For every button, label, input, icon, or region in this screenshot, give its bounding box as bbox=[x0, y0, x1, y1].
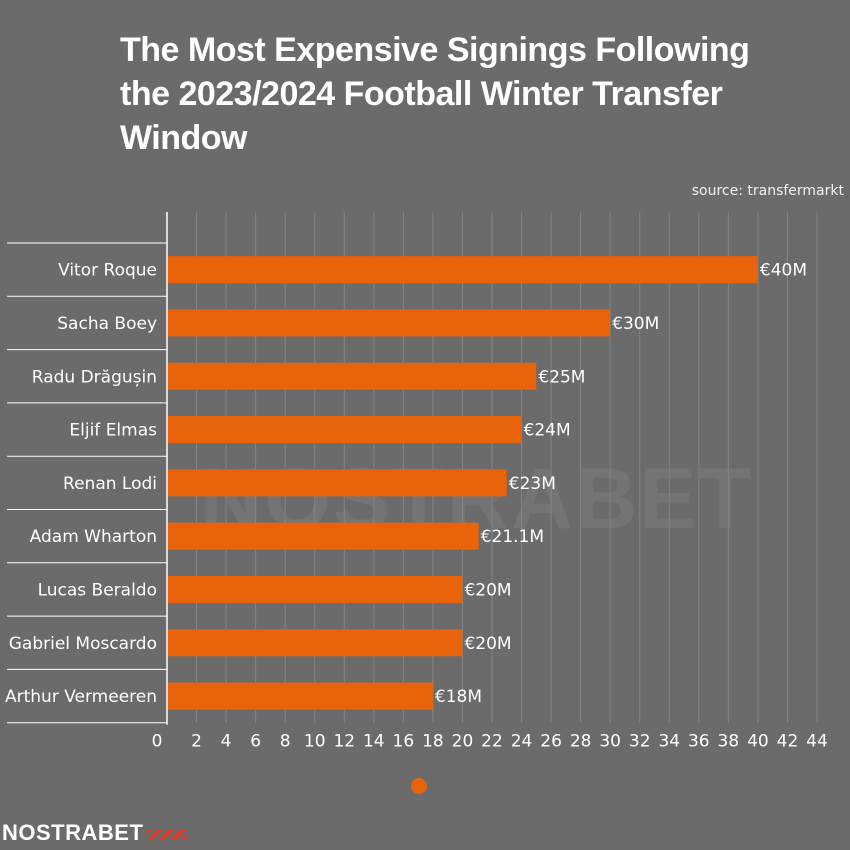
category-label: Gabriel Moscardo bbox=[9, 634, 157, 654]
bar-4 bbox=[168, 469, 507, 497]
x-tick-label: 10 bbox=[304, 732, 326, 752]
x-tick-label: 32 bbox=[629, 732, 651, 752]
x-tick-label: 2 bbox=[191, 732, 202, 752]
x-tick-label: 6 bbox=[250, 732, 261, 752]
data-label: €20M bbox=[464, 634, 511, 654]
x-tick-label: 24 bbox=[511, 732, 533, 752]
stripes-icon bbox=[147, 829, 188, 840]
data-label: €21.1M bbox=[481, 527, 544, 547]
x-tick-label: 44 bbox=[806, 732, 828, 752]
category-label: Eljif Elmas bbox=[69, 421, 157, 441]
data-label: €24M bbox=[524, 421, 571, 441]
bar-3 bbox=[168, 416, 522, 444]
bar-0 bbox=[168, 256, 758, 284]
x-tick-label: 36 bbox=[688, 732, 710, 752]
x-tick-label: 20 bbox=[452, 732, 474, 752]
x-tick-label: 42 bbox=[777, 732, 799, 752]
data-label: €20M bbox=[464, 580, 511, 600]
brand-logo: NOSTRABET bbox=[2, 820, 188, 846]
data-label: €25M bbox=[538, 367, 585, 387]
x-tick-label: 40 bbox=[747, 732, 769, 752]
x-tick-label: 22 bbox=[481, 732, 503, 752]
category-label: Vitor Roque bbox=[58, 261, 157, 281]
source-note: source: transfermarkt bbox=[691, 183, 844, 199]
bar-5 bbox=[168, 522, 479, 550]
x-tick-label: 34 bbox=[658, 732, 680, 752]
data-label: €40M bbox=[760, 261, 807, 281]
chart-title: The Most Expensive Signings Following th… bbox=[120, 31, 750, 157]
brand-logo-text: NOSTRABET bbox=[2, 820, 144, 845]
category-label: Sacha Boey bbox=[57, 314, 157, 334]
category-label: Adam Wharton bbox=[30, 527, 157, 547]
bar-7 bbox=[168, 629, 463, 657]
x-tick-label: 28 bbox=[570, 732, 592, 752]
data-label: €23M bbox=[509, 474, 556, 494]
data-label: €30M bbox=[612, 314, 659, 334]
x-tick-label: 30 bbox=[599, 732, 621, 752]
x-tick-label: 8 bbox=[280, 732, 291, 752]
bar-6 bbox=[168, 575, 463, 603]
x-tick-label: 12 bbox=[333, 732, 355, 752]
pagination-dot bbox=[411, 778, 427, 794]
category-label: Arthur Vermeeren bbox=[5, 687, 157, 707]
bar-2 bbox=[168, 362, 537, 390]
x-tick-label: 14 bbox=[363, 732, 385, 752]
x-tick-label: 26 bbox=[540, 732, 562, 752]
x-tick-label: 16 bbox=[393, 732, 415, 752]
bar-8 bbox=[168, 682, 433, 710]
data-label: €18M bbox=[435, 687, 482, 707]
x-tick-label: 4 bbox=[221, 732, 232, 752]
category-label: Renan Lodi bbox=[63, 474, 157, 494]
category-label: Lucas Beraldo bbox=[38, 580, 157, 600]
category-label: Radu Drăgușin bbox=[32, 367, 157, 387]
x-tick-label: 18 bbox=[422, 732, 444, 752]
x-tick-label: 38 bbox=[718, 732, 740, 752]
x-tick-label: 0 bbox=[152, 732, 163, 752]
bar-1 bbox=[168, 309, 611, 337]
